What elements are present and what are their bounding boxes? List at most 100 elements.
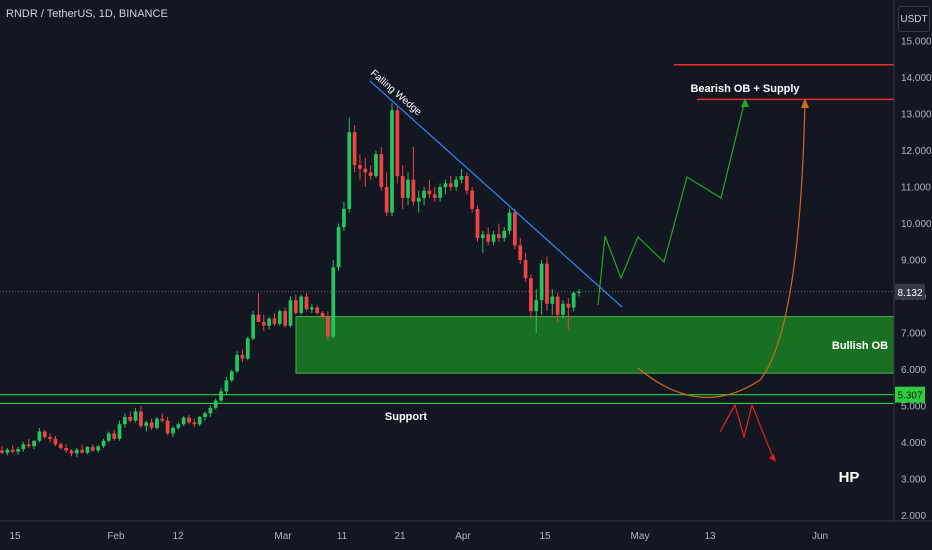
candle[interactable] <box>539 260 544 315</box>
candle[interactable] <box>32 440 36 450</box>
candle[interactable] <box>347 117 352 213</box>
candle[interactable] <box>518 238 523 264</box>
candle[interactable] <box>459 168 464 184</box>
candle[interactable] <box>384 172 389 217</box>
candle[interactable] <box>133 407 138 423</box>
candle[interactable] <box>320 311 325 319</box>
candle[interactable] <box>261 314 266 332</box>
candle[interactable] <box>470 187 475 213</box>
candle[interactable] <box>155 416 159 430</box>
candle[interactable] <box>219 387 223 403</box>
candle[interactable] <box>69 449 74 457</box>
candle[interactable] <box>10 445 15 454</box>
candle[interactable] <box>213 398 218 410</box>
candle[interactable] <box>229 369 234 383</box>
candle[interactable] <box>272 312 277 326</box>
candle[interactable] <box>326 311 330 341</box>
candle[interactable] <box>427 179 432 198</box>
candle[interactable] <box>181 416 186 427</box>
candle[interactable] <box>571 291 576 312</box>
candle[interactable] <box>96 445 101 453</box>
candle[interactable] <box>165 416 170 436</box>
candle[interactable] <box>502 227 507 242</box>
candle[interactable] <box>577 289 581 297</box>
candle[interactable] <box>197 416 202 427</box>
candle[interactable] <box>139 406 143 428</box>
candle[interactable] <box>304 292 309 312</box>
candle[interactable] <box>513 208 517 250</box>
candle[interactable] <box>561 300 565 319</box>
candle[interactable] <box>395 106 400 184</box>
candle[interactable] <box>187 415 191 425</box>
candle[interactable] <box>368 165 373 180</box>
candle[interactable] <box>128 411 133 423</box>
candle[interactable] <box>235 351 239 374</box>
candle[interactable] <box>352 124 357 173</box>
candle[interactable] <box>411 146 416 206</box>
candle[interactable] <box>496 223 501 242</box>
candle[interactable] <box>342 201 346 231</box>
candle[interactable] <box>534 289 539 333</box>
candle[interactable] <box>566 298 571 330</box>
candle[interactable] <box>550 289 555 315</box>
candle[interactable] <box>245 336 250 361</box>
candle[interactable] <box>363 157 368 187</box>
candle[interactable] <box>283 307 288 328</box>
candle[interactable] <box>160 413 165 423</box>
candle[interactable] <box>64 444 68 453</box>
candle[interactable] <box>192 418 197 428</box>
candle[interactable] <box>464 172 469 195</box>
candle[interactable] <box>331 260 336 339</box>
candle[interactable] <box>480 230 485 253</box>
candle[interactable] <box>224 376 229 396</box>
candle[interactable] <box>448 176 453 191</box>
candle[interactable] <box>101 438 106 448</box>
candle[interactable] <box>48 433 52 443</box>
candle[interactable] <box>74 447 79 458</box>
candle[interactable] <box>112 429 117 441</box>
candle[interactable] <box>42 429 47 439</box>
candle[interactable] <box>171 426 175 438</box>
candle[interactable] <box>208 405 213 417</box>
candle[interactable] <box>26 438 31 448</box>
candle[interactable] <box>21 441 26 452</box>
candle[interactable] <box>523 252 528 282</box>
candle[interactable] <box>475 205 480 242</box>
candle[interactable] <box>491 230 496 246</box>
candle[interactable] <box>336 223 341 271</box>
candle[interactable] <box>176 422 181 430</box>
candle[interactable] <box>438 183 442 202</box>
candle[interactable] <box>507 208 512 235</box>
candle[interactable] <box>0 446 4 455</box>
candle[interactable] <box>406 172 410 206</box>
candle[interactable] <box>117 420 122 441</box>
candle[interactable] <box>277 309 282 326</box>
candle[interactable] <box>80 444 85 454</box>
candle[interactable] <box>422 187 426 206</box>
candle[interactable] <box>251 311 255 341</box>
candle[interactable] <box>443 179 448 195</box>
candle[interactable] <box>85 446 90 455</box>
candle[interactable] <box>106 431 111 443</box>
candle[interactable] <box>310 303 314 313</box>
candle[interactable] <box>390 103 394 217</box>
candle[interactable] <box>267 316 271 330</box>
candle[interactable] <box>256 292 261 323</box>
candle[interactable] <box>486 227 491 246</box>
candle[interactable] <box>432 187 437 202</box>
candle[interactable] <box>454 176 458 191</box>
candle[interactable] <box>149 418 154 430</box>
candle[interactable] <box>400 165 405 209</box>
candle[interactable] <box>379 146 384 191</box>
currency-badge[interactable]: USDT <box>898 6 930 32</box>
candle[interactable] <box>90 444 95 452</box>
candle[interactable] <box>53 435 58 447</box>
candle[interactable] <box>144 420 149 432</box>
candle[interactable] <box>16 446 20 455</box>
candle[interactable] <box>293 294 298 315</box>
candle[interactable] <box>416 190 421 213</box>
candle[interactable] <box>299 294 304 315</box>
candle[interactable] <box>555 292 560 323</box>
candle[interactable] <box>37 427 42 443</box>
